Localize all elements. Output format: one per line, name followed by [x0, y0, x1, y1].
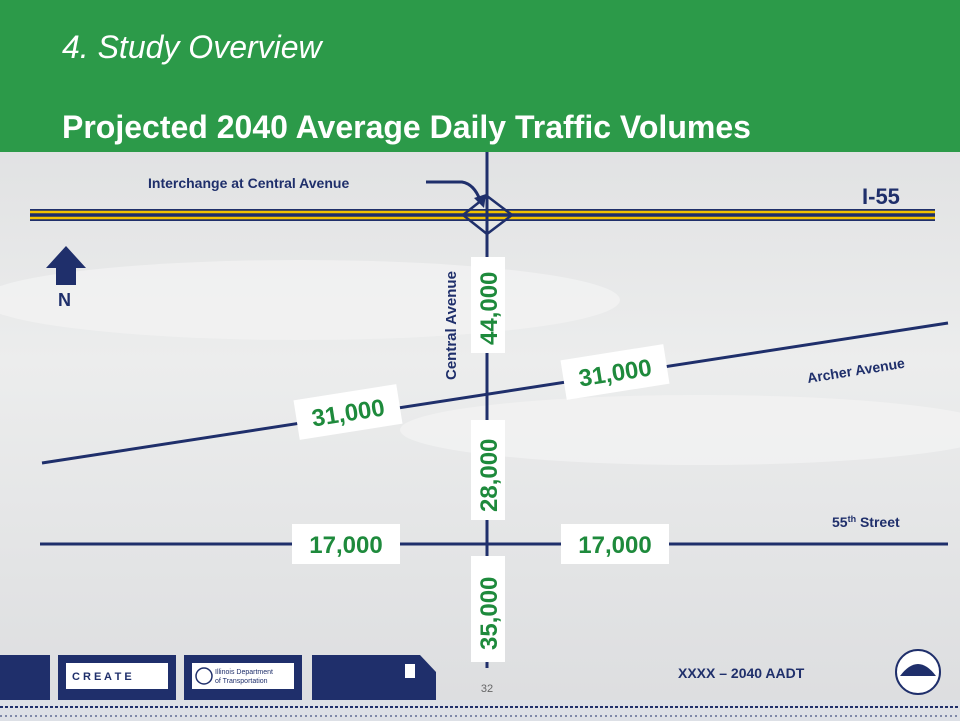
logo-box [192, 663, 294, 689]
logo-box [66, 663, 168, 689]
north-arrow [46, 246, 86, 285]
slide-title: Projected 2040 Average Daily Traffic Vol… [62, 109, 751, 145]
legend: XXXX – 2040 AADT [678, 665, 805, 681]
idot-icon [195, 667, 213, 685]
interchange-label: Interchange at Central Avenue [148, 175, 349, 191]
central-avenue-label: Central Avenue [443, 271, 460, 380]
track [0, 700, 960, 721]
label-box [293, 384, 403, 440]
header-bar [0, 0, 960, 152]
locomotive [312, 655, 436, 700]
page-number: 32 [481, 683, 493, 695]
idot-logo: Illinois Department [215, 669, 273, 676]
volume-label: 17,000 [309, 532, 382, 559]
arrow-head [474, 194, 486, 208]
section-title: 4. Study Overview [62, 29, 324, 65]
label-box [471, 556, 505, 662]
volume-label: 44,000 [476, 272, 503, 345]
train: C R E A T E Illinois Department of Trans… [0, 655, 960, 721]
north-label: N [58, 290, 71, 310]
cloud [0, 260, 620, 340]
label-box [292, 524, 400, 564]
label-box [471, 257, 505, 353]
volume-label: 28,000 [476, 439, 503, 512]
create-logo: C R E A T E [72, 671, 132, 683]
logo-graphic [900, 664, 936, 676]
idot-logo: of Transportation [215, 678, 268, 685]
volume: 44,000 28,000 35,000 31,000 31,000 17,00… [292, 257, 670, 662]
label-box [561, 524, 669, 564]
volume-label: 17,000 [578, 532, 651, 559]
archer-avenue-road [41, 321, 949, 465]
label-box [560, 344, 670, 400]
cloud [400, 395, 960, 465]
highway-label: I-55 [862, 184, 900, 209]
window [405, 664, 415, 678]
label-box [471, 420, 505, 520]
volume-label: 35,000 [476, 577, 503, 650]
train-car [0, 655, 50, 700]
street-label: 55th Street [832, 514, 900, 530]
